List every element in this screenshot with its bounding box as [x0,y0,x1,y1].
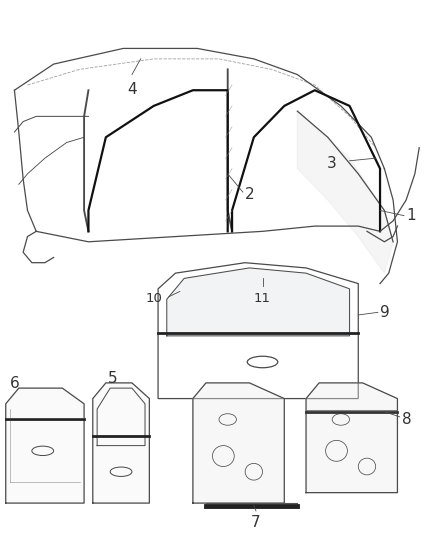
Text: 8: 8 [402,412,411,427]
Polygon shape [167,268,350,336]
Polygon shape [297,111,393,273]
Text: 4: 4 [127,83,137,98]
Text: 11: 11 [254,293,271,305]
Text: 7: 7 [251,514,261,530]
Text: 1: 1 [406,208,416,223]
Polygon shape [6,388,84,503]
Text: 5: 5 [108,370,118,385]
Polygon shape [193,383,284,503]
Text: 9: 9 [380,305,390,320]
Text: 3: 3 [327,156,336,171]
Text: 10: 10 [145,292,162,305]
Text: 6: 6 [10,376,20,391]
Polygon shape [306,383,397,492]
Polygon shape [93,383,149,503]
Text: 2: 2 [245,187,255,202]
